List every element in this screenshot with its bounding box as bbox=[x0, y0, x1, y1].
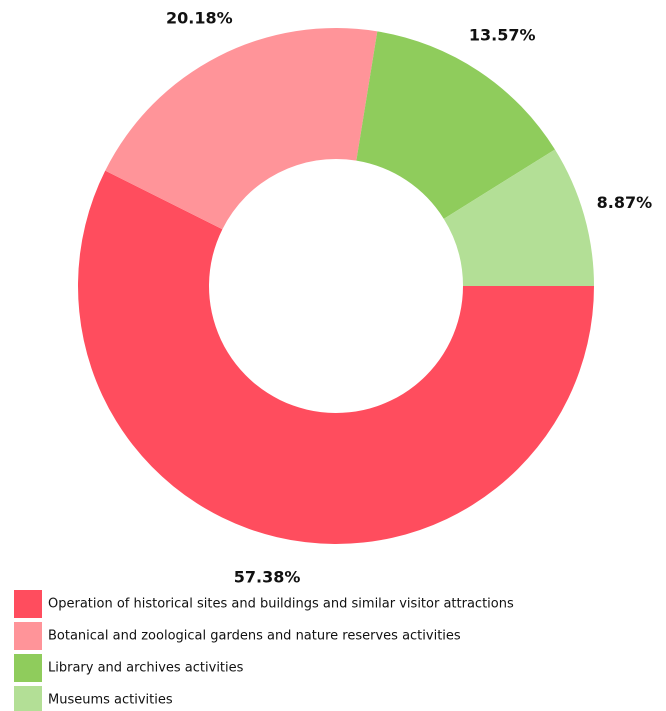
donut-slice bbox=[356, 31, 555, 219]
donut-slice bbox=[77, 170, 594, 545]
value-label: 57.38% bbox=[234, 567, 301, 586]
value-label: 20.18% bbox=[166, 8, 233, 27]
legend-label: Botanical and zoological gardens and nat… bbox=[48, 629, 461, 644]
legend-label: Library and archives activities bbox=[48, 661, 244, 676]
legend-swatch bbox=[14, 622, 42, 650]
legend-swatch bbox=[14, 654, 42, 682]
legend-label: Operation of historical sites and buildi… bbox=[48, 597, 514, 612]
legend-swatch bbox=[14, 590, 42, 618]
value-label: 13.57% bbox=[469, 26, 536, 45]
donut-slice bbox=[105, 27, 378, 230]
value-label: 8.87% bbox=[597, 193, 653, 212]
legend-label: Museums activities bbox=[48, 693, 173, 708]
legend-swatch bbox=[14, 686, 42, 711]
donut-slice bbox=[443, 149, 594, 286]
